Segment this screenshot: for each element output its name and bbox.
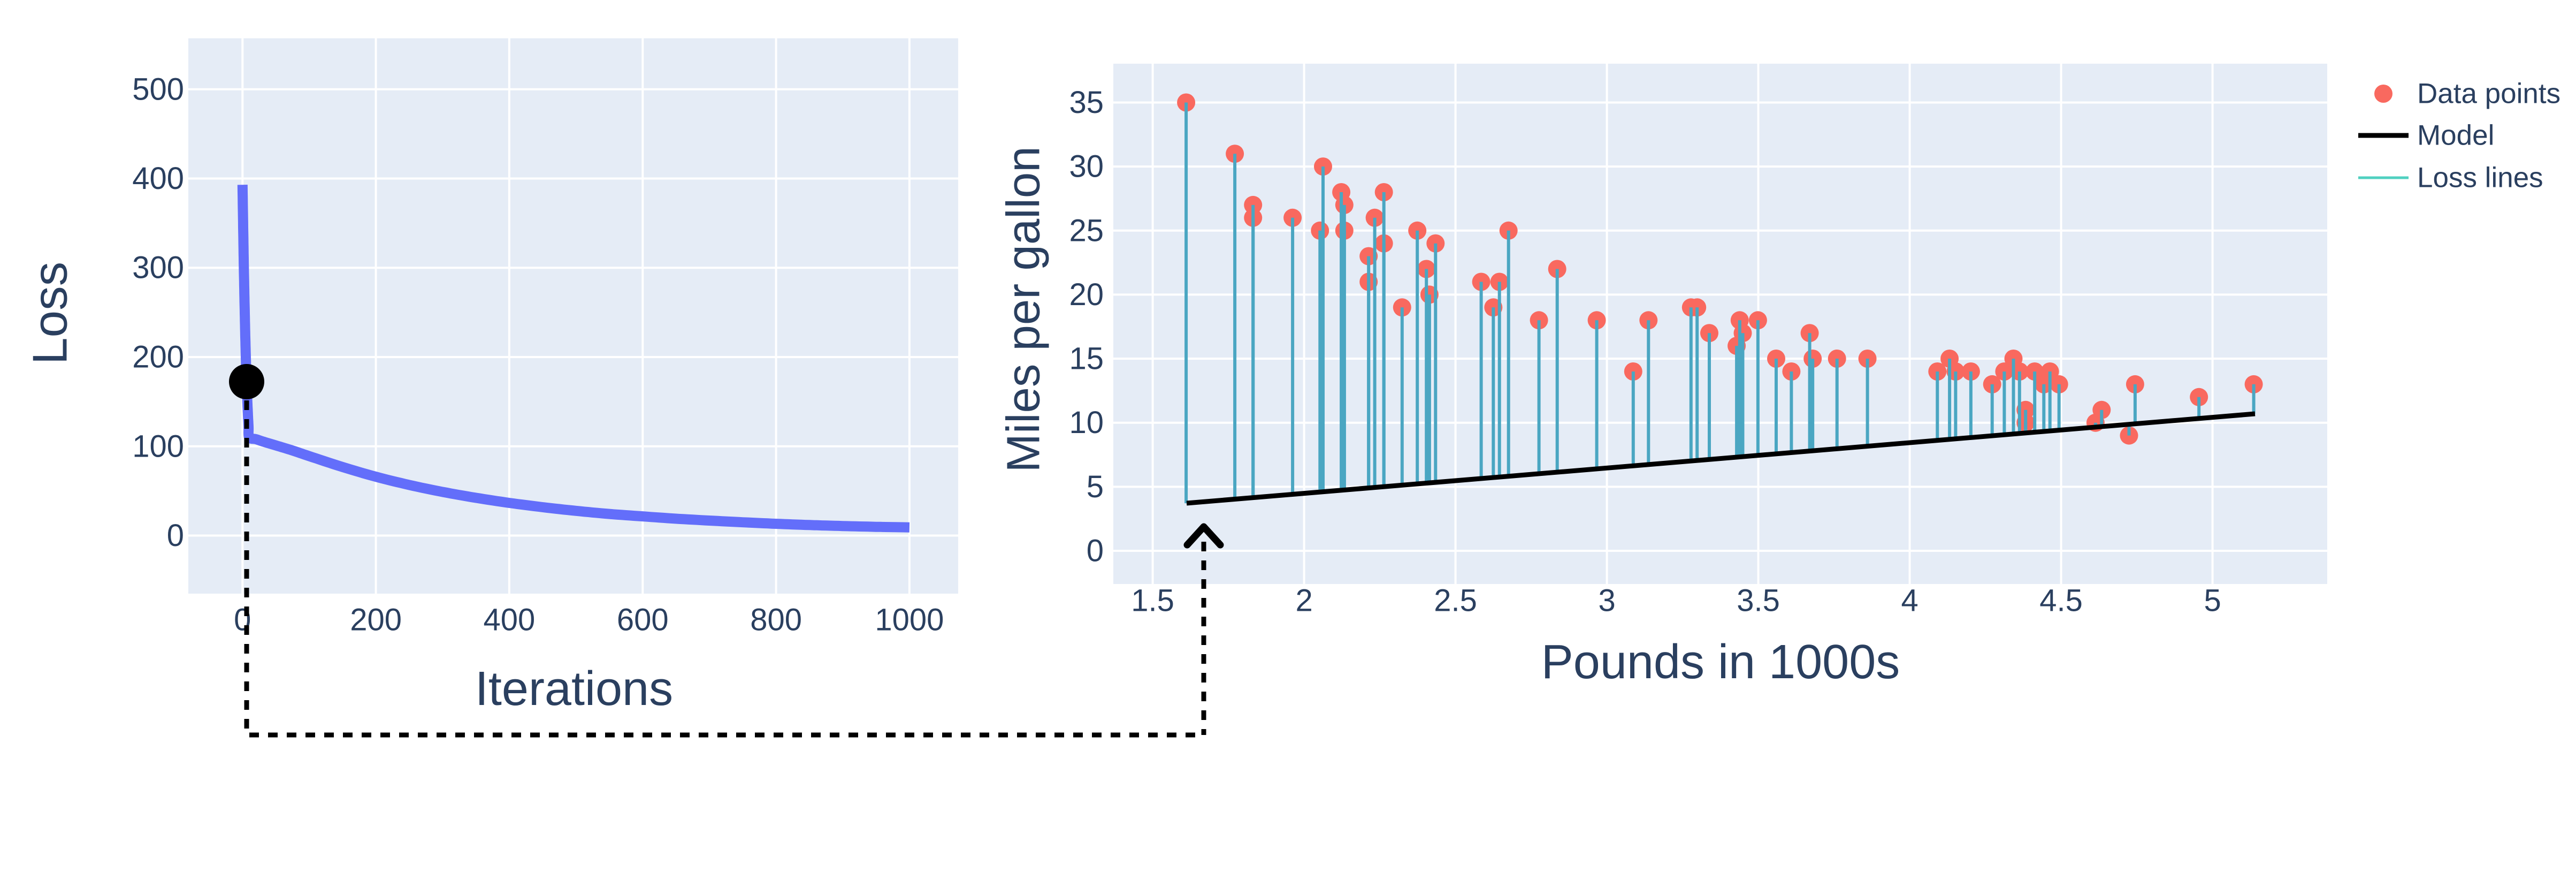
svg-text:600: 600 [617,603,669,638]
svg-text:400: 400 [132,161,184,196]
svg-text:30: 30 [1069,149,1104,184]
svg-text:4: 4 [1901,583,1918,618]
svg-text:3.5: 3.5 [1737,583,1780,618]
svg-text:15: 15 [1069,342,1104,376]
svg-text:Loss: Loss [24,262,78,365]
svg-text:Iterations: Iterations [475,662,673,716]
svg-text:Loss lines: Loss lines [2417,162,2543,194]
svg-text:5: 5 [1087,469,1104,504]
svg-text:25: 25 [1069,213,1104,248]
svg-text:300: 300 [132,251,184,285]
svg-text:100: 100 [132,429,184,464]
svg-text:800: 800 [750,603,802,638]
svg-text:200: 200 [350,603,402,638]
svg-text:0: 0 [1087,534,1104,568]
svg-text:5: 5 [2204,583,2221,618]
svg-text:20: 20 [1069,277,1104,312]
svg-text:10: 10 [1069,405,1104,440]
svg-text:Miles per gallon: Miles per gallon [998,146,1050,472]
svg-text:500: 500 [132,72,184,107]
svg-text:35: 35 [1069,85,1104,120]
svg-text:3: 3 [1598,583,1615,618]
svg-text:2.5: 2.5 [1434,583,1477,618]
svg-text:200: 200 [132,340,184,375]
svg-text:0: 0 [167,518,184,553]
svg-text:1000: 1000 [875,603,944,638]
svg-text:Model: Model [2417,120,2494,151]
svg-text:Data points: Data points [2417,78,2560,110]
svg-text:1.5: 1.5 [1131,583,1174,618]
svg-text:4.5: 4.5 [2039,583,2083,618]
svg-text:2: 2 [1295,583,1312,618]
svg-text:Pounds in 1000s: Pounds in 1000s [1541,635,1900,689]
svg-text:400: 400 [484,603,536,638]
